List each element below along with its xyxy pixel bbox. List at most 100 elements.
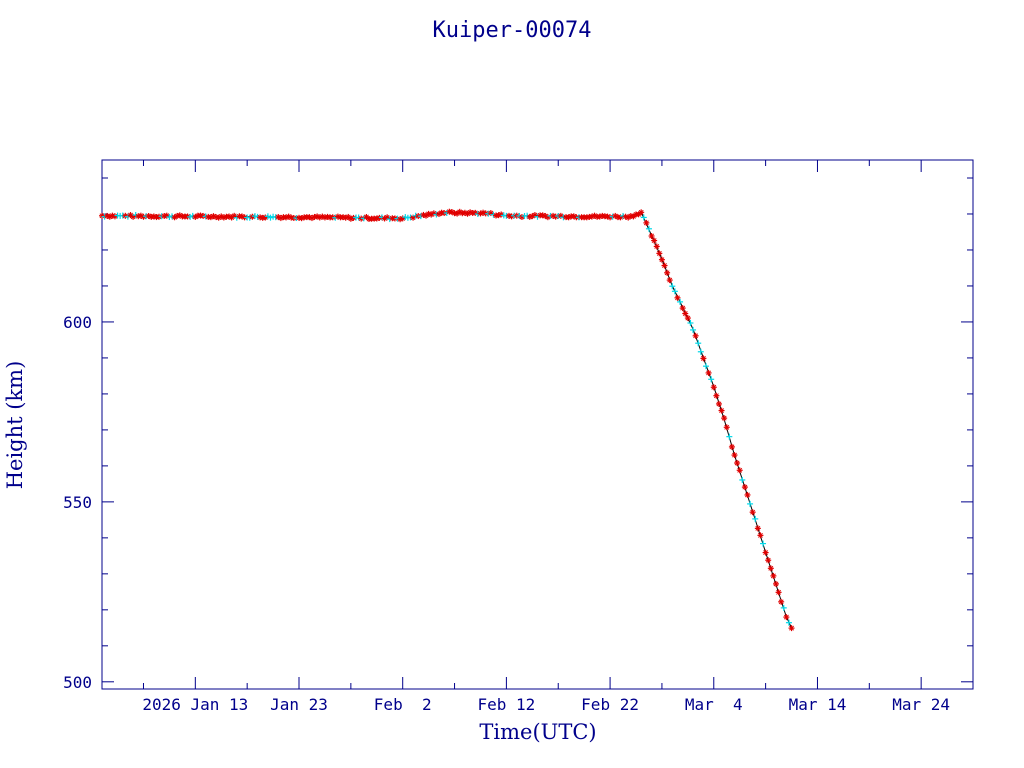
- marker-cross: [747, 500, 754, 507]
- marker-stroke: [104, 213, 110, 219]
- marker-asterisk: [736, 467, 743, 474]
- marker-stroke: [742, 484, 748, 490]
- marker-stroke: [314, 213, 320, 219]
- marker-stroke: [384, 214, 390, 220]
- marker-stroke: [776, 589, 782, 595]
- marker-stroke: [651, 238, 657, 243]
- marker-asterisk: [710, 384, 717, 391]
- marker-stroke: [211, 213, 216, 219]
- marker-stroke: [750, 509, 756, 515]
- marker-asterisk: [731, 452, 738, 459]
- marker-stroke: [706, 370, 712, 376]
- marker-asterisk: [723, 424, 730, 431]
- marker-asterisk: [762, 549, 769, 556]
- marker-cross: [708, 376, 715, 383]
- marker-asterisk: [757, 532, 764, 539]
- marker-stroke: [550, 213, 556, 219]
- marker-asterisk: [788, 625, 795, 632]
- marker-stroke: [420, 212, 426, 218]
- marker-stroke: [112, 213, 118, 219]
- marker-stroke: [571, 213, 577, 219]
- marker-stroke: [449, 209, 455, 215]
- marker-stroke: [612, 213, 618, 219]
- marker-cross: [645, 225, 652, 232]
- x-tick-label: 2026 Jan 13: [142, 695, 248, 714]
- marker-asterisk: [754, 525, 761, 532]
- marker-stroke: [745, 492, 750, 498]
- marker-asterisk: [643, 219, 650, 226]
- marker-cross: [669, 283, 676, 290]
- y-tick-label: 500: [63, 673, 92, 692]
- marker-asterisk: [715, 400, 722, 407]
- marker-cross: [702, 363, 709, 370]
- marker-cross: [780, 604, 787, 611]
- marker-asterisk: [700, 355, 707, 362]
- marker-stroke: [306, 214, 312, 220]
- marker-stroke: [138, 213, 144, 219]
- marker-stroke: [789, 625, 794, 631]
- marker-stroke: [763, 550, 769, 556]
- marker-stroke: [607, 214, 613, 220]
- series-points: [99, 208, 795, 632]
- marker-stroke: [716, 401, 722, 407]
- marker-asterisk: [770, 572, 777, 579]
- marker-cross: [677, 298, 684, 305]
- marker-stroke: [737, 467, 743, 473]
- marker-asterisk: [661, 262, 668, 269]
- marker-stroke: [109, 213, 115, 219]
- marker-asterisk: [679, 305, 686, 312]
- marker-stroke: [509, 213, 515, 219]
- marker-stroke: [755, 525, 761, 531]
- marker-cross: [697, 348, 704, 355]
- x-axis-tick-labels: 2026 Jan 13 Jan 23 Feb 2 Feb 12 Feb 22 Mar 4 M…: [142, 695, 950, 714]
- marker-stroke: [542, 213, 548, 219]
- marker-cross: [785, 619, 792, 626]
- y-tick-label: 600: [63, 313, 92, 332]
- marker-stroke: [553, 214, 559, 220]
- marker-stroke: [675, 295, 680, 301]
- marker-asterisk: [651, 237, 658, 244]
- marker-cross: [760, 540, 767, 547]
- marker-asterisk: [772, 580, 779, 587]
- marker-stroke: [667, 277, 673, 283]
- marker-stroke: [462, 210, 468, 216]
- series-line: [101, 211, 792, 629]
- marker-stroke: [431, 210, 437, 216]
- marker-stroke: [713, 393, 719, 399]
- x-tick-label: Mar 14: [789, 695, 847, 714]
- marker-asterisk: [728, 443, 735, 450]
- marker-cross: [690, 326, 697, 333]
- marker-asterisk: [734, 460, 741, 467]
- x-axis-ticks: [142, 160, 974, 689]
- marker-stroke: [146, 213, 152, 219]
- x-tick-label: Mar 4: [685, 695, 743, 714]
- marker-asterisk: [674, 294, 681, 301]
- x-tick-label: Feb 2: [374, 695, 432, 714]
- marker-asterisk: [775, 589, 782, 596]
- marker-stroke: [177, 212, 183, 218]
- marker-stroke: [122, 213, 128, 219]
- marker-stroke: [656, 250, 662, 256]
- marker-stroke: [721, 415, 727, 421]
- marker-stroke: [226, 214, 232, 219]
- marker-asterisk: [664, 269, 671, 276]
- marker-cross: [695, 340, 702, 347]
- marker-stroke: [729, 444, 735, 450]
- x-tick-label: Jan 23: [270, 695, 328, 714]
- y-axis-label: Height (km): [3, 361, 27, 490]
- marker-cross: [640, 214, 647, 221]
- marker-stroke: [732, 452, 737, 458]
- marker-stroke: [540, 212, 546, 218]
- chart-title: Kuiper-00074: [433, 18, 592, 43]
- marker-stroke: [231, 213, 237, 219]
- marker-stroke: [719, 408, 725, 414]
- marker-stroke: [472, 210, 478, 216]
- marker-stroke: [773, 581, 779, 587]
- marker-stroke: [249, 214, 255, 220]
- marker-asterisk: [653, 243, 660, 250]
- marker-stroke: [532, 212, 538, 218]
- marker-stroke: [664, 270, 670, 276]
- marker-asterisk: [741, 484, 748, 491]
- marker-stroke: [711, 384, 717, 390]
- plot-frame: [101, 159, 974, 690]
